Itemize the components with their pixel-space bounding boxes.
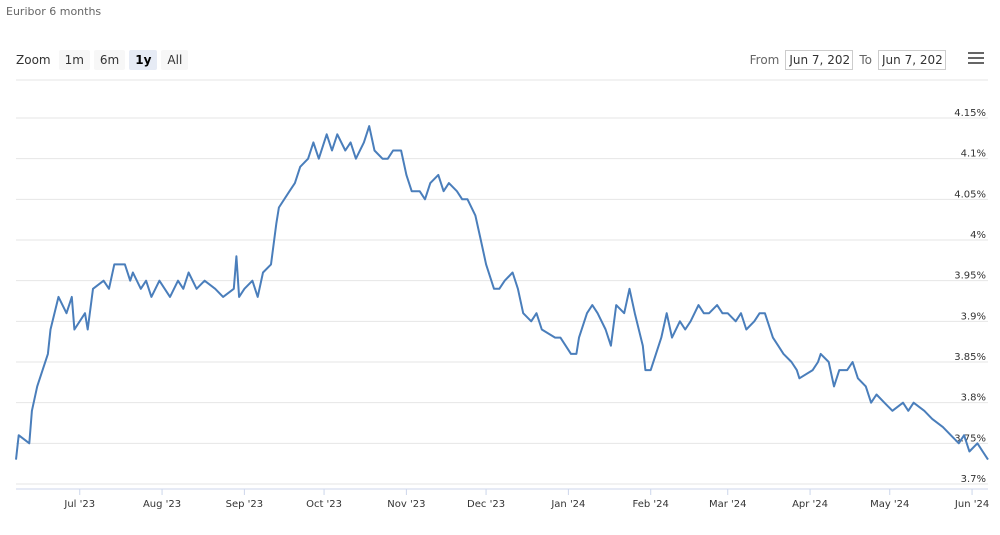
x-tick-label: Mar '24 bbox=[709, 499, 747, 510]
x-tick-label: Jul '23 bbox=[63, 499, 95, 510]
x-tick-label: Sep '23 bbox=[226, 499, 264, 510]
y-tick-label: 4.1% bbox=[961, 149, 986, 160]
to-label: To bbox=[859, 53, 872, 67]
date-range: From To bbox=[750, 50, 946, 70]
x-tick-label: Oct '23 bbox=[306, 499, 342, 510]
y-tick-label: 4.05% bbox=[954, 189, 986, 200]
x-tick-label: Aug '23 bbox=[143, 499, 181, 510]
zoom-label: Zoom bbox=[16, 53, 51, 67]
y-tick-label: 4% bbox=[970, 230, 986, 241]
y-tick-label: 3.85% bbox=[954, 352, 986, 363]
series-line bbox=[15, 125, 989, 461]
y-tick-label: 3.7% bbox=[961, 474, 986, 485]
zoom-6m-button[interactable]: 6m bbox=[93, 50, 126, 70]
x-tick-label: Apr '24 bbox=[792, 499, 828, 510]
x-tick-label: Jun '24 bbox=[954, 499, 989, 510]
y-tick-label: 3.9% bbox=[961, 311, 986, 322]
x-tick-label: Jan '24 bbox=[550, 499, 585, 510]
zoom-bar: Zoom 1m 6m 1y All bbox=[16, 50, 189, 70]
from-label: From bbox=[749, 53, 780, 67]
x-tick-label: Feb '24 bbox=[633, 499, 669, 510]
y-tick-label: 3.95% bbox=[954, 271, 986, 282]
zoom-all-button[interactable]: All bbox=[161, 50, 189, 70]
chart-title: Euribor 6 months bbox=[6, 5, 102, 18]
to-date-input[interactable] bbox=[878, 50, 946, 70]
x-tick-label: May '24 bbox=[870, 499, 909, 510]
x-tick-label: Nov '23 bbox=[387, 499, 425, 510]
from-date-input[interactable] bbox=[785, 50, 854, 70]
zoom-1y-button[interactable]: 1y bbox=[129, 50, 158, 70]
x-tick-label: Dec '23 bbox=[467, 499, 505, 510]
y-tick-label: 3.75% bbox=[954, 433, 986, 444]
y-tick-label: 3.8% bbox=[961, 393, 986, 404]
zoom-1m-button[interactable]: 1m bbox=[58, 50, 90, 70]
y-tick-label: 4.15% bbox=[954, 108, 986, 119]
hamburger-menu-icon[interactable] bbox=[968, 52, 984, 66]
